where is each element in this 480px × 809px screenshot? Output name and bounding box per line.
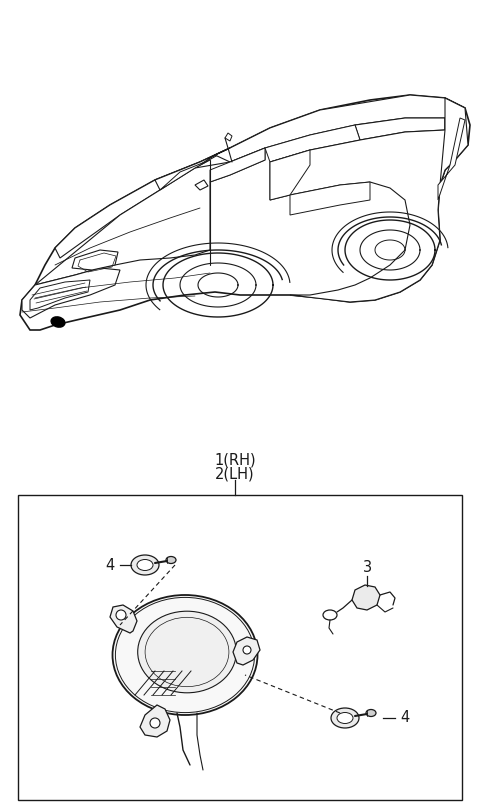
Circle shape [150, 718, 160, 728]
Text: 2(LH): 2(LH) [215, 467, 255, 481]
Text: 1(RH): 1(RH) [214, 452, 256, 468]
Ellipse shape [137, 560, 153, 570]
Text: 3: 3 [362, 561, 372, 575]
Circle shape [116, 610, 126, 620]
Polygon shape [22, 268, 120, 318]
Polygon shape [438, 118, 465, 200]
Polygon shape [440, 98, 468, 185]
Bar [18, 495, 462, 800]
Polygon shape [72, 250, 118, 270]
Polygon shape [110, 605, 137, 633]
Polygon shape [210, 148, 265, 182]
Polygon shape [215, 95, 465, 162]
Polygon shape [30, 280, 90, 310]
Polygon shape [355, 118, 445, 140]
Ellipse shape [138, 612, 236, 693]
Polygon shape [233, 637, 260, 665]
Text: 4: 4 [106, 557, 115, 573]
Polygon shape [195, 180, 208, 190]
Polygon shape [270, 150, 310, 200]
Polygon shape [225, 133, 232, 141]
Polygon shape [160, 160, 210, 190]
Text: 4: 4 [400, 710, 409, 726]
Polygon shape [140, 705, 170, 737]
Polygon shape [265, 125, 360, 162]
Polygon shape [290, 182, 370, 215]
Ellipse shape [337, 713, 353, 723]
Ellipse shape [51, 317, 65, 327]
Ellipse shape [366, 709, 376, 717]
Polygon shape [155, 148, 230, 190]
Polygon shape [55, 148, 230, 258]
Ellipse shape [112, 595, 257, 715]
Ellipse shape [323, 610, 337, 620]
Polygon shape [270, 108, 465, 302]
Polygon shape [35, 148, 265, 285]
Ellipse shape [166, 557, 176, 564]
Polygon shape [352, 585, 380, 610]
Circle shape [243, 646, 251, 654]
Polygon shape [20, 95, 470, 330]
Ellipse shape [131, 555, 159, 575]
Ellipse shape [331, 708, 359, 728]
